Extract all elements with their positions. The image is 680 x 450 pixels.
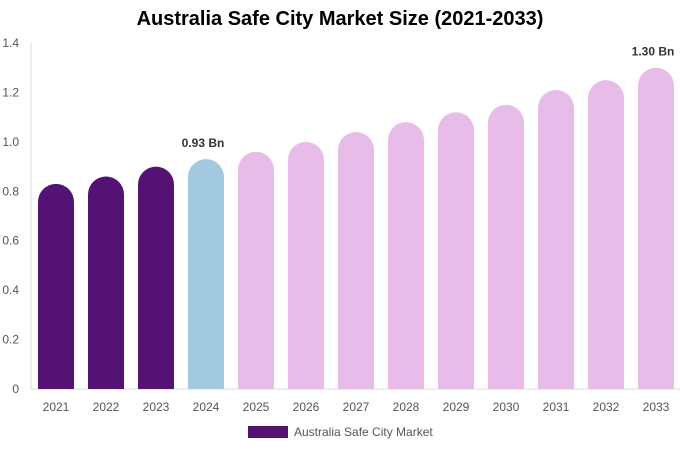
data-label: 0.93 Bn — [182, 136, 225, 150]
bar-2023 — [138, 166, 174, 389]
x-tick-label: 2028 — [393, 400, 420, 414]
bar-2022 — [88, 176, 124, 389]
x-tick-label: 2023 — [143, 400, 170, 414]
bar-2024 — [188, 159, 224, 389]
y-tick-label: 1.0 — [2, 135, 19, 149]
y-tick-label: 0.8 — [2, 184, 19, 198]
data-label: 1.30 Bn — [632, 45, 675, 59]
x-tick-label: 2025 — [243, 400, 270, 414]
legend: Australia Safe City Market — [248, 425, 433, 439]
bar-2028 — [388, 122, 424, 390]
bar-2030 — [488, 104, 524, 390]
y-tick-label: 0.4 — [2, 283, 19, 297]
y-tick-label: 0.2 — [2, 333, 19, 347]
bar-2027 — [338, 131, 374, 389]
bar-2021 — [38, 183, 74, 389]
y-tick-label: 1.4 — [2, 36, 19, 50]
y-tick-label: 1.2 — [2, 85, 19, 99]
y-tick-label: 0.6 — [2, 234, 19, 248]
bar-2033 — [638, 67, 674, 389]
x-tick-label: 2030 — [493, 400, 520, 414]
x-tick-label: 2024 — [193, 400, 220, 414]
x-tick-label: 2032 — [593, 400, 620, 414]
y-tick-label: 0 — [12, 382, 19, 396]
x-tick-label: 2029 — [443, 400, 470, 414]
bar-2026 — [288, 141, 324, 389]
x-tick-label: 2031 — [543, 400, 570, 414]
x-tick-label: 2033 — [643, 400, 670, 414]
x-tick-label: 2021 — [43, 400, 70, 414]
bar-2031 — [538, 89, 574, 389]
bar-2025 — [238, 151, 274, 389]
chart-title: Australia Safe City Market Size (2021-20… — [136, 8, 544, 30]
bar-2032 — [588, 80, 624, 390]
x-tick-label: 2022 — [93, 400, 120, 414]
bar-2029 — [438, 112, 474, 389]
legend-label: Australia Safe City Market — [294, 425, 433, 439]
x-tick-label: 2027 — [343, 400, 370, 414]
legend-swatch — [248, 426, 288, 438]
x-tick-label: 2026 — [293, 400, 320, 414]
